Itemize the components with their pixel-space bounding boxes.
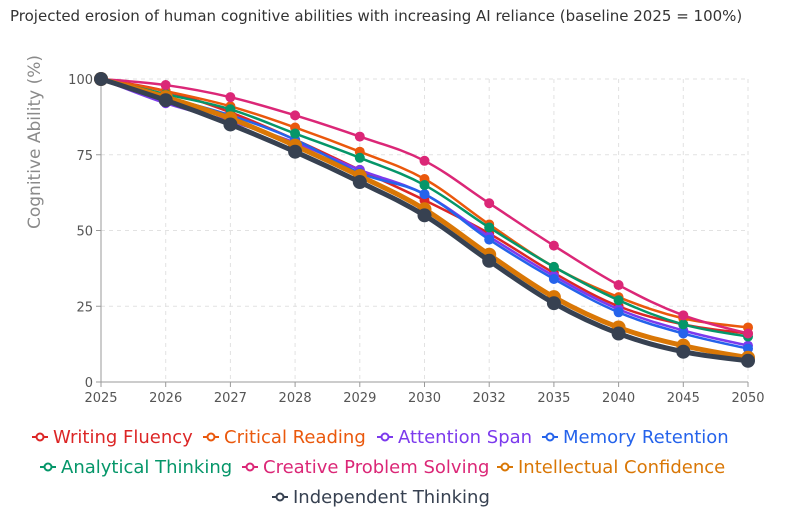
data-point-creative-problem-solving-2027[interactable] xyxy=(225,92,236,103)
x-tick-label: 2027 xyxy=(214,391,247,406)
data-point-independent-thinking-2032[interactable] xyxy=(482,253,497,268)
legend-swatch-marker xyxy=(206,432,216,442)
x-tick-label: 2028 xyxy=(279,391,312,406)
legend-item-memory-retention[interactable]: Memory Retention xyxy=(542,427,729,448)
x-tick-label: 2035 xyxy=(537,391,570,406)
legend-label: Critical Reading xyxy=(224,427,366,448)
chart-title: Projected erosion of human cognitive abi… xyxy=(10,7,742,25)
legend-swatch-marker xyxy=(380,432,390,442)
data-point-independent-thinking-2029[interactable] xyxy=(352,175,367,190)
data-point-analytical-thinking-2027[interactable] xyxy=(225,104,236,115)
data-point-memory-retention-2035[interactable] xyxy=(548,273,559,284)
data-point-independent-thinking-2045[interactable] xyxy=(676,344,691,359)
legend-swatch-marker xyxy=(545,432,555,442)
series-independent-thinking xyxy=(94,72,755,368)
data-point-creative-problem-solving-2029[interactable] xyxy=(354,131,365,142)
legend-swatch-marker xyxy=(35,432,45,442)
data-point-independent-thinking-2030[interactable] xyxy=(417,208,432,223)
data-point-memory-retention-2050[interactable] xyxy=(743,343,753,354)
data-point-independent-thinking-2050[interactable] xyxy=(741,353,755,368)
legend-item-intellectual-confidence[interactable]: Intellectual Confidence xyxy=(497,457,725,478)
legend-label: Intellectual Confidence xyxy=(518,457,725,478)
y-tick-label: 75 xyxy=(76,149,93,164)
data-point-memory-retention-2040[interactable] xyxy=(613,307,624,318)
data-point-memory-retention-2045[interactable] xyxy=(678,328,689,339)
x-tick-label: 2025 xyxy=(84,391,117,406)
legend-item-writing-fluency[interactable]: Writing Fluency xyxy=(32,427,193,448)
data-point-creative-problem-solving-2028[interactable] xyxy=(290,110,301,121)
legend-item-critical-reading[interactable]: Critical Reading xyxy=(203,427,366,448)
x-tick-label: 2030 xyxy=(408,391,441,406)
data-point-analytical-thinking-2035[interactable] xyxy=(548,261,559,272)
legend-item-creative-problem-solving[interactable]: Creative Problem Solving xyxy=(242,457,489,478)
legend-swatch-marker xyxy=(500,462,510,472)
y-tick-label: 50 xyxy=(76,225,93,240)
legend-swatch-marker xyxy=(275,492,285,502)
x-tick-label: 2032 xyxy=(473,391,506,406)
data-point-independent-thinking-2028[interactable] xyxy=(288,144,303,159)
data-point-analytical-thinking-2032[interactable] xyxy=(484,222,495,233)
legend-label: Analytical Thinking xyxy=(61,457,232,478)
data-point-memory-retention-2030[interactable] xyxy=(419,189,430,200)
data-point-creative-problem-solving-2032[interactable] xyxy=(484,198,495,209)
axes: 0 25 50 75 100 2025 2026 2027 2028 2029 2030 2032 20… xyxy=(68,73,764,406)
legend-label: Writing Fluency xyxy=(53,427,193,448)
legend-label: Memory Retention xyxy=(563,427,729,448)
x-tick-label: 2050 xyxy=(731,391,764,406)
legend-item-analytical-thinking[interactable]: Analytical Thinking xyxy=(40,457,232,478)
legend-label: Creative Problem Solving xyxy=(263,457,489,478)
data-point-independent-thinking-2025[interactable] xyxy=(94,72,108,86)
data-point-independent-thinking-2027[interactable] xyxy=(223,117,238,132)
data-point-independent-thinking-2026[interactable] xyxy=(158,93,173,108)
data-point-memory-retention-2032[interactable] xyxy=(484,234,495,245)
x-tick-label: 2029 xyxy=(343,391,376,406)
x-tick-label: 2045 xyxy=(667,391,700,406)
y-tick-label: 0 xyxy=(85,376,93,391)
data-point-analytical-thinking-2029[interactable] xyxy=(354,152,365,163)
legend-swatch-marker xyxy=(245,462,255,472)
legend-label: Attention Span xyxy=(398,427,532,448)
legend-swatch-marker xyxy=(43,462,53,472)
x-tick-label: 2040 xyxy=(602,391,635,406)
data-point-analytical-thinking-2045[interactable] xyxy=(678,319,689,330)
x-tick-label: 2026 xyxy=(149,391,182,406)
series-group xyxy=(94,72,755,368)
data-point-creative-problem-solving-2040[interactable] xyxy=(613,280,624,291)
legend-item-attention-span[interactable]: Attention Span xyxy=(377,427,532,448)
data-point-creative-problem-solving-2050[interactable] xyxy=(743,328,753,339)
data-point-creative-problem-solving-2035[interactable] xyxy=(548,240,559,251)
legend[interactable]: Writing Fluency Critical Reading Attention… xyxy=(32,427,729,508)
y-axis-title: Cognitive Ability (%) xyxy=(25,55,45,229)
y-tick-label: 100 xyxy=(68,73,93,88)
data-point-analytical-thinking-2040[interactable] xyxy=(613,295,624,306)
data-point-independent-thinking-2035[interactable] xyxy=(546,296,561,311)
y-tick-label: 25 xyxy=(76,300,93,315)
legend-label: Independent Thinking xyxy=(293,487,490,508)
data-point-independent-thinking-2040[interactable] xyxy=(611,326,626,341)
data-point-analytical-thinking-2028[interactable] xyxy=(290,128,301,139)
data-point-analytical-thinking-2030[interactable] xyxy=(419,180,430,191)
data-point-creative-problem-solving-2030[interactable] xyxy=(419,155,430,166)
data-point-creative-problem-solving-2026[interactable] xyxy=(160,80,171,91)
legend-item-independent-thinking[interactable]: Independent Thinking xyxy=(272,487,490,508)
data-point-creative-problem-solving-2045[interactable] xyxy=(678,310,689,321)
